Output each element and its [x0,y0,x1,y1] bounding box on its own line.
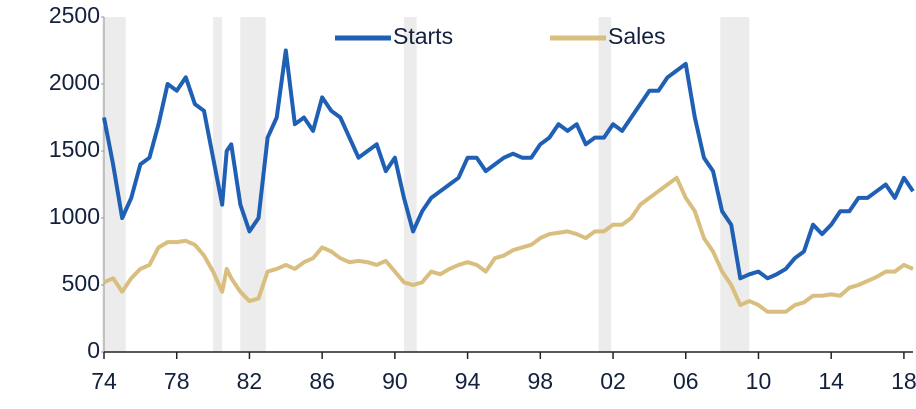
x-tick-label: 86 [309,368,335,394]
x-tick-label: 94 [455,368,481,394]
x-tick-label: 02 [600,368,626,394]
legend-label: Sales [608,23,666,49]
y-tick-label: 2500 [49,2,100,28]
x-tick-label: 98 [528,368,554,394]
x-tick-label: 14 [818,368,844,394]
series-line [103,175,914,314]
y-tick-label: 1000 [49,203,100,229]
shaded-period [598,17,612,352]
x-tick-label: 74 [91,368,117,394]
shaded-period [102,17,126,352]
legend-label: Starts [393,23,453,49]
y-tick-label: 500 [62,270,100,296]
y-tick-label: 1500 [49,136,100,162]
y-tick-label: 0 [87,337,100,363]
x-tick-label: 82 [237,368,263,394]
x-tick-label: 78 [164,368,190,394]
x-tick-label: 90 [382,368,408,394]
x-tick-label: 18 [891,368,916,394]
x-tick-label: 06 [673,368,699,394]
x-tick-label: 10 [746,368,772,394]
shaded-period [403,17,417,352]
series-line [102,48,915,281]
y-tick-label: 2000 [49,69,100,95]
